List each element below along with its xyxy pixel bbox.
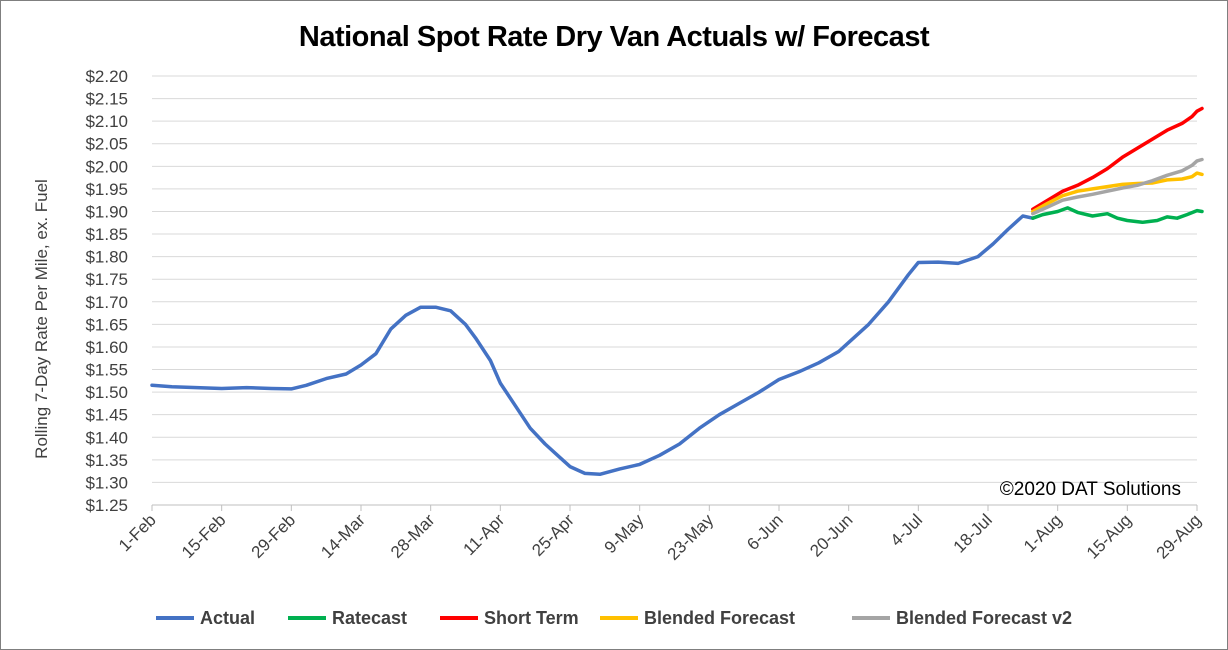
series-line-actual (150, 214, 1035, 477)
x-tick-label: 6-Jun (743, 510, 787, 554)
copyright-annotation: ©2020 DAT Solutions (1000, 479, 1181, 500)
chart-title: National Spot Rate Dry Van Actuals w/ Fo… (299, 21, 930, 53)
x-tick-label: 14-Mar (317, 510, 369, 562)
x-tick-label: 1-Aug (1020, 510, 1066, 556)
series-line-ratecast (1031, 206, 1204, 225)
y-tick-label: $1.40 (85, 428, 128, 447)
x-tick-label: 18-Jul (950, 510, 996, 556)
x-tick-label: 29-Feb (248, 510, 300, 562)
y-tick-label: $2.15 (85, 90, 128, 109)
y-tick-label: $1.35 (85, 451, 128, 470)
y-tick-label: $1.70 (85, 293, 128, 312)
y-tick-label: $2.00 (85, 157, 128, 176)
x-tick-label: 9-May (601, 510, 648, 557)
x-tick-label: 4-Jul (887, 510, 926, 549)
legend-label-ratecast: Ratecast (332, 608, 407, 628)
legend-label-blended-forecast-v2: Blended Forecast v2 (896, 608, 1072, 628)
y-tick-label: $1.60 (85, 338, 128, 357)
y-tick-label: $1.85 (85, 225, 128, 244)
x-tick-label: 25-Apr (528, 510, 578, 560)
x-tick-label: 1-Feb (115, 510, 160, 555)
y-tick-label: $1.45 (85, 406, 128, 425)
y-tick-label: $1.50 (85, 383, 128, 402)
y-tick-label: $1.95 (85, 180, 128, 199)
chart-legend: Actual Ratecast Short Term Blended Forecast… (156, 608, 1072, 628)
x-tick-label: 23-May (664, 510, 718, 564)
legend-label-blended-forecast: Blended Forecast (644, 608, 795, 628)
y-tick-label: $1.80 (85, 248, 128, 267)
x-tick-label: 29-Aug (1153, 510, 1205, 562)
x-tick-label: 15-Feb (178, 510, 230, 562)
x-tick-label: 20-Jun (806, 510, 856, 560)
y-tick-label: $2.05 (85, 135, 128, 154)
y-tick-label: $1.65 (85, 315, 128, 334)
series-line-blended-forecast (1031, 171, 1204, 214)
x-tick-label: 11-Apr (460, 510, 509, 559)
legend-label-short-term: Short Term (484, 608, 579, 628)
y-tick-label: $1.90 (85, 202, 128, 221)
y-tick-label: $1.30 (85, 473, 128, 492)
y-tick-label: $1.55 (85, 361, 128, 380)
series-line-short-term (1031, 106, 1204, 211)
series-lines (150, 106, 1204, 477)
y-axis-label: Rolling 7-Day Rate Per Mile, ex. Fuel (32, 179, 51, 459)
series-line-blended-forecast-v2 (1031, 157, 1204, 216)
y-axis-ticks: $2.20 $2.15 $2.10 $2.05 $2.00 $1.95 $1.90 $1.85… (85, 67, 128, 515)
x-tick-label: 28-Mar (387, 510, 439, 562)
y-tick-label: $1.25 (85, 496, 128, 515)
x-tick-label: 15-Aug (1083, 510, 1135, 562)
y-tick-label: $2.20 (85, 67, 128, 86)
y-gridlines (152, 75, 1197, 506)
legend-label-actual: Actual (200, 608, 255, 628)
x-axis-ticks: 1-Feb 15-Feb 29-Feb 14-Mar 28-Mar 11-Apr 25-Ap… (115, 505, 1205, 564)
y-tick-label: $2.10 (85, 112, 128, 131)
y-tick-label: $1.75 (85, 270, 128, 289)
